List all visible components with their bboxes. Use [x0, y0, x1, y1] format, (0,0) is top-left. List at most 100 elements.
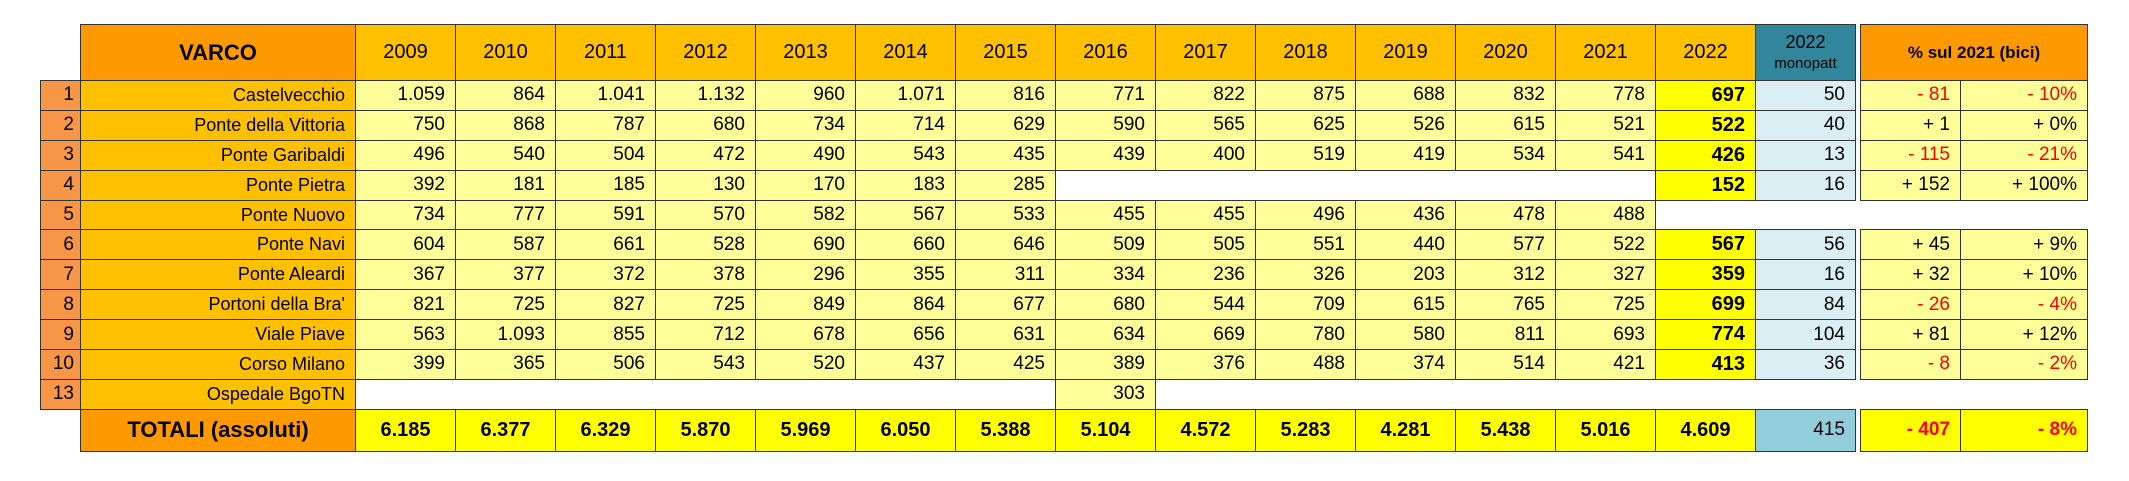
row-index: 9: [40, 319, 81, 351]
varco-name: Portoni della Bra': [80, 289, 356, 321]
row-index: 4: [40, 169, 81, 201]
value-2022: 152: [1655, 169, 1756, 201]
monopatt-value: 104: [1755, 319, 1856, 351]
monopatt-total: 415: [1755, 408, 1856, 452]
value-cell: [655, 379, 756, 410]
value-cell: 543: [855, 139, 956, 171]
spacer: [1855, 24, 1861, 81]
value-cell: [1555, 379, 1656, 410]
varco-name: Ponte Garibaldi: [80, 139, 356, 171]
value-cell: 296: [755, 259, 856, 291]
delta-pct: - 4%: [1960, 289, 2088, 321]
total-value: 5.870: [655, 408, 756, 452]
value-cell: 312: [1455, 259, 1556, 291]
year-header: 2022: [1655, 24, 1756, 81]
varco-name: Castelvecchio: [80, 80, 356, 111]
totals-label: TOTALI (assoluti): [80, 408, 356, 452]
value-cell: 816: [955, 80, 1056, 111]
monopatt-value: 56: [1755, 229, 1856, 261]
value-cell: 436: [1355, 199, 1456, 231]
value-cell: 185: [555, 169, 656, 201]
value-cell: 778: [1555, 80, 1656, 111]
value-cell: 680: [655, 109, 756, 141]
value-cell: 526: [1355, 109, 1456, 141]
value-cell: 725: [1555, 289, 1656, 321]
varco-name: Ponte Navi: [80, 229, 356, 261]
traffic-table: VARCO 2009 2010 2011 2012 2013 2014 2015 2016 201…: [40, 24, 2088, 452]
value-cell: 372: [555, 259, 656, 291]
delta-abs: + 1: [1860, 109, 1961, 141]
value-cell: 377: [455, 259, 556, 291]
value-cell: [1155, 170, 1256, 201]
value-cell: 521: [1555, 109, 1656, 141]
delta-abs: - 115: [1860, 139, 1961, 171]
total-value: 6.329: [555, 408, 656, 452]
value-cell: 528: [655, 229, 756, 261]
value-cell: 669: [1155, 319, 1256, 351]
value-cell: 567: [855, 199, 956, 231]
table-row: 2 Ponte della Vittoria 750 868 787 680 734 714 6…: [40, 109, 2088, 141]
value-cell: 725: [455, 289, 556, 321]
value-cell: 455: [1155, 199, 1256, 231]
value-cell: 565: [1155, 109, 1256, 141]
spacer: [1855, 80, 1861, 111]
table-row: 13 Ospedale BgoTN 303: [40, 378, 2088, 410]
value-cell: 734: [755, 109, 856, 141]
value-cell: 656: [855, 319, 956, 351]
value-cell: 170: [755, 169, 856, 201]
value-cell: 203: [1355, 259, 1456, 291]
value-cell: 734: [355, 199, 456, 231]
delta-empty: [1860, 200, 1961, 230]
spacer: [1855, 319, 1861, 350]
total-value: 5.104: [1055, 408, 1156, 452]
spacer: [1855, 140, 1861, 171]
year-header: 2012: [655, 24, 756, 81]
spacer: [1855, 349, 1861, 380]
year-header: 2019: [1355, 24, 1456, 81]
value-cell: 551: [1255, 229, 1356, 261]
value-cell: 181: [455, 169, 556, 201]
value-cell: 693: [1555, 319, 1656, 351]
value-cell: 355: [855, 259, 956, 291]
value-cell: 440: [1355, 229, 1456, 261]
year-header: 2021: [1555, 24, 1656, 81]
value-cell: 849: [755, 289, 856, 321]
monopatt-value: 40: [1755, 109, 1856, 141]
value-cell: 533: [955, 199, 1056, 231]
value-cell: 490: [755, 139, 856, 171]
value-cell: [1455, 379, 1556, 410]
total-delta-abs: - 407: [1860, 408, 1961, 452]
table-row: 9 Viale Piave 563 1.093 855 712 678 656 631 634 66…: [40, 319, 2088, 351]
year-header: 2016: [1055, 24, 1156, 81]
monopatt-value: 16: [1755, 169, 1856, 201]
varco-name: Ponte Nuovo: [80, 199, 356, 231]
value-2022: 774: [1655, 319, 1756, 351]
varco-name: Corso Milano: [80, 349, 356, 380]
value-cell: 455: [1055, 199, 1156, 231]
value-2022: 413: [1655, 349, 1756, 380]
table-row: 3 Ponte Garibaldi 496 540 504 472 490 543 435 439…: [40, 139, 2088, 171]
row-index: 2: [40, 109, 81, 141]
value-cell: [1255, 170, 1356, 201]
year-header: 2013: [755, 24, 856, 81]
delta-empty: [1960, 379, 2088, 410]
value-cell: 725: [655, 289, 756, 321]
row-index: 5: [40, 199, 81, 231]
value-cell: 590: [1055, 109, 1156, 141]
value-cell: 421: [1555, 349, 1656, 380]
value-cell: 285: [955, 169, 1056, 201]
value-cell: 543: [655, 349, 756, 380]
total-value: 6.185: [355, 408, 456, 452]
table-row: 5 Ponte Nuovo 734 777 591 570 582 567 533 455 455 4…: [40, 199, 2088, 231]
value-cell: 541: [1555, 139, 1656, 171]
value-cell: 488: [1555, 199, 1656, 231]
value-cell: 419: [1355, 139, 1456, 171]
spacer: [1855, 110, 1861, 141]
delta-empty: [1960, 200, 2088, 230]
value-cell: 587: [455, 229, 556, 261]
value-cell: 374: [1355, 349, 1456, 380]
spacer: [1855, 200, 1861, 230]
value-cell: 811: [1455, 319, 1556, 351]
value-cell: 327: [1555, 259, 1656, 291]
value-cell: 425: [955, 349, 1056, 380]
